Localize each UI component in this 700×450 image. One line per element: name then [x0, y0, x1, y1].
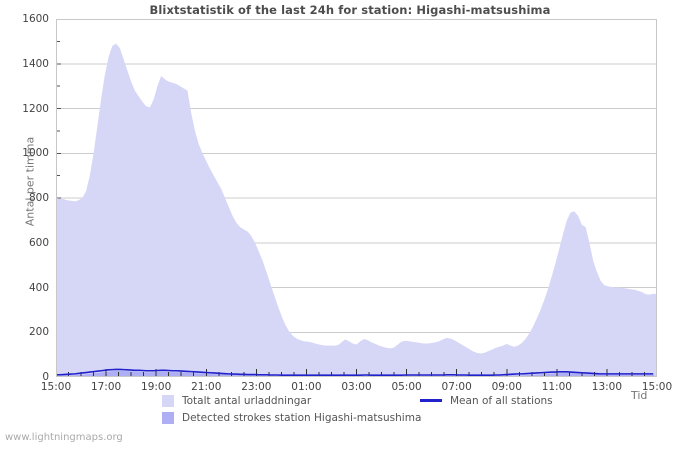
- x-tick-label: 07:00: [441, 381, 472, 393]
- y-tick-label: 1200: [22, 102, 49, 115]
- legend-item[interactable]: Mean of all stations: [420, 393, 553, 408]
- x-tick-label: 05:00: [391, 381, 422, 393]
- y-tick-label: 200: [28, 326, 49, 339]
- x-tick-label: 03:00: [341, 381, 372, 393]
- x-tick-label: 09:00: [491, 381, 522, 393]
- x-axis-title: Tid: [631, 389, 648, 402]
- watermark-text: www.lightningmaps.org: [5, 432, 123, 443]
- y-tick-label: 1400: [22, 57, 49, 70]
- legend-color-swatch: [162, 394, 174, 407]
- series-mean-all-stations: [56, 368, 654, 377]
- legend-item-label: Totalt antal urladdningar: [182, 394, 312, 407]
- series-total-discharges: [56, 43, 657, 377]
- plot-area: [56, 19, 657, 377]
- x-tick-label: 15:00: [40, 381, 72, 393]
- y-tick-label: 800: [28, 192, 49, 204]
- chart-canvas: [56, 19, 657, 377]
- legend-line-swatch: [420, 399, 442, 402]
- legend-item[interactable]: Totalt antal urladdningar: [162, 393, 311, 408]
- x-tick-label: 15:00: [641, 381, 673, 393]
- chart-legend: Totalt antal urladdningar Detected stroke…: [0, 393, 700, 427]
- x-tick-label: 17:00: [90, 381, 122, 393]
- x-tick-label: 23:00: [241, 381, 272, 393]
- x-tick-label: 11:00: [541, 381, 572, 393]
- legend-item-label: Detected strokes station Higashi-matsush…: [182, 411, 422, 424]
- legend-color-swatch: [162, 411, 174, 424]
- legend-item[interactable]: Detected strokes station Higashi-matsush…: [162, 410, 421, 425]
- y-tick-label: 1600: [22, 13, 49, 25]
- page-title: Blixtstatistik of the last 24h for stati…: [149, 3, 551, 17]
- x-tick-label: 13:00: [591, 381, 623, 393]
- legend-item-label: Mean of all stations: [450, 394, 553, 407]
- x-tick-label: 01:00: [291, 381, 322, 393]
- y-tick-label: 400: [28, 281, 49, 294]
- y-tick-label: 600: [28, 236, 49, 249]
- y-tick-label: 1000: [22, 147, 49, 160]
- y-tick-label: 0: [42, 371, 49, 383]
- x-tick-label: 19:00: [141, 381, 172, 393]
- x-tick-label: 21:00: [191, 381, 222, 393]
